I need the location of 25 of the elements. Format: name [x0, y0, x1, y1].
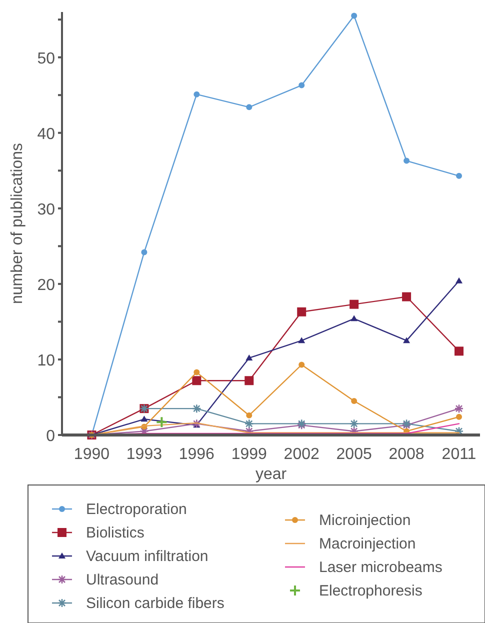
legend-label: Ultrasound	[86, 572, 159, 588]
y-tick-label: 20	[37, 276, 56, 294]
x-tick-label: 2011	[442, 446, 476, 463]
y-tick-label: 30	[37, 201, 56, 218]
y-tick-label: 40	[37, 126, 56, 143]
legend-label: Microinjection	[319, 512, 411, 529]
x-tick-label: 2008	[388, 446, 424, 463]
x-tick-label: 1993	[126, 446, 162, 463]
y-tick-label: 50	[37, 50, 56, 68]
legend-label: Silicon carbide fibers	[86, 595, 224, 612]
legend-label: Electroporation	[86, 501, 187, 518]
x-tick-label: 1999	[231, 446, 268, 463]
x-tick-label: 2005	[336, 446, 372, 463]
y-tick-label: 10	[37, 352, 56, 370]
legend-label: Laser microbeams	[319, 559, 442, 576]
legend-label: Electrophoresis	[319, 582, 422, 600]
x-tick-label: 2002	[284, 446, 320, 463]
x-tick-label: 1996	[178, 446, 215, 463]
x-axis-title: year	[255, 466, 288, 483]
legend-label: Macroinjection	[319, 536, 416, 552]
y-axis-title: number of publications	[9, 143, 26, 304]
legend-label: Biolistics	[86, 524, 144, 542]
legend-label: Vacuum infiltration	[86, 548, 208, 565]
x-tick-label: 1990	[74, 446, 110, 463]
y-tick-label: 0	[46, 428, 56, 445]
